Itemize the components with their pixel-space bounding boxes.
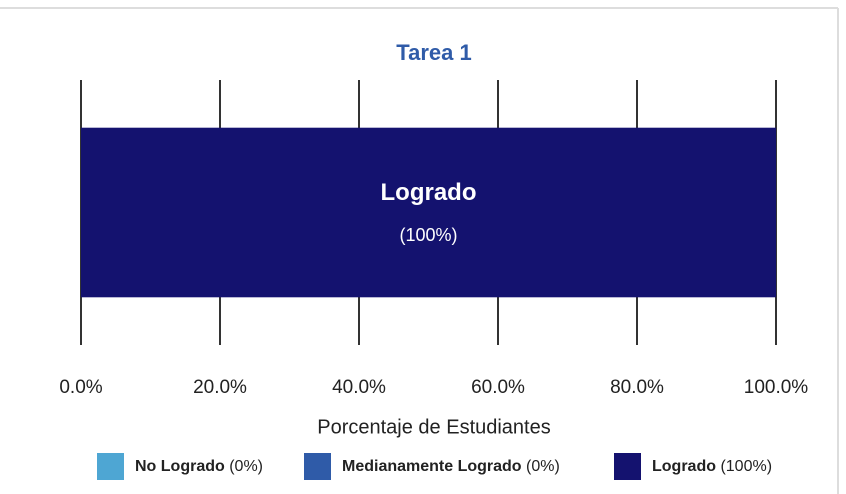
x-axis-label: Porcentaje de Estudiantes xyxy=(317,416,551,438)
legend-name: Medianamente Logrado xyxy=(342,458,522,475)
bar-series-label: Logrado xyxy=(381,179,477,206)
bar-value-label: (100%) xyxy=(399,225,457,245)
legend-value: (0%) xyxy=(526,458,560,475)
x-tick-label: 100.0% xyxy=(744,377,809,398)
legend-value: (100%) xyxy=(720,458,772,475)
legend-name: No Logrado xyxy=(135,458,225,475)
legend-swatch xyxy=(614,453,641,480)
chart-title: Tarea 1 xyxy=(396,40,471,65)
legend-value: (0%) xyxy=(229,458,263,475)
legend-swatch xyxy=(97,453,124,480)
x-tick-label: 60.0% xyxy=(471,377,525,398)
bar-segment xyxy=(81,127,776,298)
legend-label: Logrado (100%) xyxy=(652,458,772,475)
x-tick-label: 80.0% xyxy=(610,377,664,398)
x-tick-label: 0.0% xyxy=(59,377,102,398)
legend-label: Medianamente Logrado (0%) xyxy=(342,458,560,475)
x-tick-label: 40.0% xyxy=(332,377,386,398)
x-tick-label: 20.0% xyxy=(193,377,247,398)
legend-label: No Logrado (0%) xyxy=(135,458,263,475)
legend-swatch xyxy=(304,453,331,480)
legend-name: Logrado xyxy=(652,458,716,475)
